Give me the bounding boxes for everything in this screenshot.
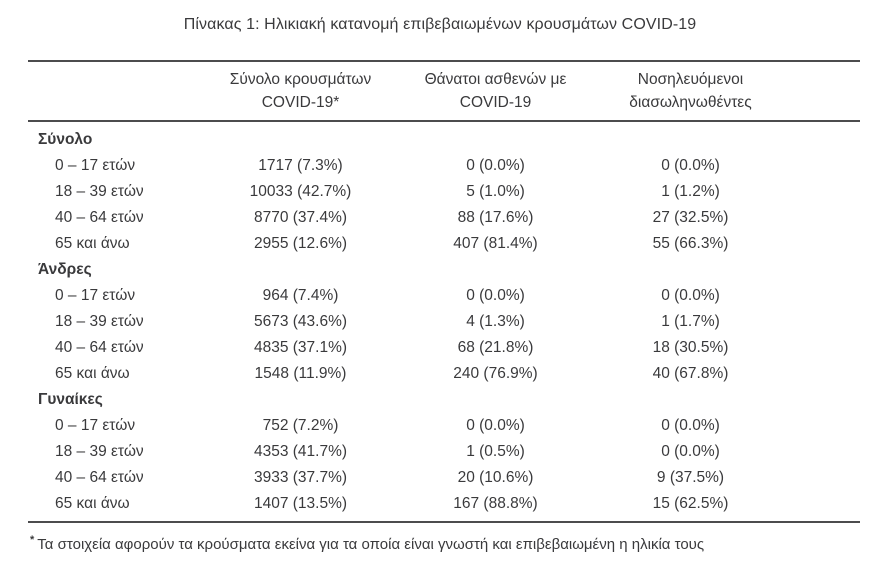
spacer-cell (788, 413, 860, 439)
table-row: 0 – 17 ετών 964 (7.4%) 0 (0.0%) 0 (0.0%) (28, 283, 860, 309)
deaths-header-line1: Θάνατοι ασθενών με (424, 71, 567, 88)
spacer-cell (788, 205, 860, 231)
intubated-cell: 0 (0.0%) (661, 443, 720, 460)
age-label: 65 και άνω (55, 235, 130, 252)
section-label-men: Άνδρες (38, 261, 92, 278)
cases-cell: 1407 (13.5%) (253, 495, 348, 512)
spacer-cell (788, 491, 860, 522)
table-row: 40 – 64 ετών 3933 (37.7%) 20 (10.6%) 9 (… (28, 465, 860, 491)
table-row: 40 – 64 ετών 8770 (37.4%) 88 (17.6%) 27 … (28, 205, 860, 231)
table-row: 65 και άνω 1407 (13.5%) 167 (88.8%) 15 (… (28, 491, 860, 522)
spacer-cell (788, 309, 860, 335)
intubated-cell: 40 (67.8%) (652, 365, 729, 382)
spacer-cell (788, 361, 860, 387)
spacer-cell (788, 335, 860, 361)
table-row: 0 – 17 ετών 1717 (7.3%) 0 (0.0%) 0 (0.0%… (28, 153, 860, 179)
header-row: Σύνολο κρουσμάτων COVID-19* Θάνατοι ασθε… (28, 61, 860, 122)
cases-cell: 1717 (7.3%) (258, 157, 343, 174)
deaths-cell: 240 (76.9%) (453, 365, 538, 382)
age-label: 40 – 64 ετών (55, 469, 144, 486)
cases-cell: 10033 (42.7%) (249, 183, 352, 200)
age-label: 40 – 64 ετών (55, 339, 144, 356)
cases-header-line2: COVID-19* (261, 94, 340, 111)
deaths-cell: 0 (0.0%) (466, 287, 525, 304)
spacer-cell (788, 231, 860, 257)
table-row: 65 και άνω 1548 (11.9%) 240 (76.9%) 40 (… (28, 361, 860, 387)
age-label: 18 – 39 ετών (55, 443, 144, 460)
intubated-cell: 55 (66.3%) (652, 235, 729, 252)
age-label: 18 – 39 ετών (55, 313, 144, 330)
table-row: 18 – 39 ετών 10033 (42.7%) 5 (1.0%) 1 (1… (28, 179, 860, 205)
deaths-cell: 167 (88.8%) (453, 495, 538, 512)
intubated-cell: 1 (1.2%) (661, 183, 720, 200)
table-footnote: * Τα στοιχεία αφορούν τα κρούσματα εκείνα… (30, 530, 880, 555)
section-header-row: Γυναίκες (28, 387, 860, 413)
cases-cell: 964 (7.4%) (262, 287, 339, 304)
deaths-column-header: Θάνατοι ασθενών με COVID-19 (398, 61, 593, 122)
table-row: 0 – 17 ετών 752 (7.2%) 0 (0.0%) 0 (0.0%) (28, 413, 860, 439)
deaths-cell: 0 (0.0%) (466, 157, 525, 174)
table-row: 40 – 64 ετών 4835 (37.1%) 68 (21.8%) 18 … (28, 335, 860, 361)
table-row: 18 – 39 ετών 5673 (43.6%) 4 (1.3%) 1 (1.… (28, 309, 860, 335)
spacer-cell (788, 465, 860, 491)
footnote-text: Τα στοιχεία αφορούν τα κρούσματα εκείνα … (37, 536, 705, 553)
intubated-header-line2: διασωληνωθέντες (629, 94, 752, 111)
cases-cell: 2955 (12.6%) (253, 235, 348, 252)
intubated-cell: 15 (62.5%) (652, 495, 729, 512)
cases-cell: 4835 (37.1%) (253, 339, 348, 356)
intubated-cell: 0 (0.0%) (661, 417, 720, 434)
cases-cell: 752 (7.2%) (262, 417, 339, 434)
cases-cell: 3933 (37.7%) (253, 469, 348, 486)
covid-age-distribution-table: Σύνολο κρουσμάτων COVID-19* Θάνατοι ασθε… (28, 60, 860, 523)
table-row: 65 και άνω 2955 (12.6%) 407 (81.4%) 55 (… (28, 231, 860, 257)
age-label: 0 – 17 ετών (55, 157, 136, 174)
intubated-header-line1: Νοσηλευόμενοι (637, 71, 744, 88)
section-header-row: Άνδρες (28, 257, 860, 283)
intubated-cell: 9 (37.5%) (656, 469, 725, 486)
spacer-column-header (788, 61, 860, 122)
section-label-women: Γυναίκες (38, 391, 103, 408)
deaths-cell: 0 (0.0%) (466, 417, 525, 434)
intubated-cell: 0 (0.0%) (661, 287, 720, 304)
intubated-cell: 27 (32.5%) (652, 209, 729, 226)
cases-cell: 1548 (11.9%) (254, 365, 347, 382)
cases-header-line1: Σύνολο κρουσμάτων (229, 71, 372, 88)
age-label: 65 και άνω (55, 365, 130, 382)
row-label-column-header (28, 61, 203, 122)
deaths-cell: 88 (17.6%) (457, 209, 534, 226)
cases-column-header: Σύνολο κρουσμάτων COVID-19* (203, 61, 398, 122)
deaths-cell: 5 (1.0%) (466, 183, 525, 200)
footnote-asterisk: * (30, 534, 35, 546)
age-label: 40 – 64 ετών (55, 209, 144, 226)
deaths-cell: 20 (10.6%) (457, 469, 534, 486)
spacer-cell (788, 439, 860, 465)
table-caption: Πίνακας 1: Ηλικιακή κατανομή επιβεβαιωμέ… (183, 16, 697, 33)
intubated-cell: 18 (30.5%) (652, 339, 729, 356)
deaths-cell: 4 (1.3%) (466, 313, 525, 330)
intubated-cell: 0 (0.0%) (661, 157, 720, 174)
deaths-cell: 1 (0.5%) (466, 443, 525, 460)
age-label: 0 – 17 ετών (55, 287, 136, 304)
spacer-cell (788, 179, 860, 205)
deaths-cell: 407 (81.4%) (453, 235, 538, 252)
cases-cell: 5673 (43.6%) (253, 313, 348, 330)
spacer-cell (788, 153, 860, 179)
deaths-cell: 68 (21.8%) (457, 339, 534, 356)
section-header-row: Σύνολο (28, 121, 860, 153)
intubated-cell: 1 (1.7%) (661, 313, 720, 330)
deaths-header-line2: COVID-19 (459, 94, 532, 111)
section-label-total: Σύνολο (38, 131, 93, 148)
table-row: 18 – 39 ετών 4353 (41.7%) 1 (0.5%) 0 (0.… (28, 439, 860, 465)
spacer-cell (788, 283, 860, 309)
cases-cell: 8770 (37.4%) (253, 209, 348, 226)
age-label: 18 – 39 ετών (55, 183, 144, 200)
age-label: 0 – 17 ετών (55, 417, 136, 434)
age-label: 65 και άνω (55, 495, 130, 512)
cases-cell: 4353 (41.7%) (253, 443, 348, 460)
intubated-column-header: Νοσηλευόμενοι διασωληνωθέντες (593, 61, 788, 122)
